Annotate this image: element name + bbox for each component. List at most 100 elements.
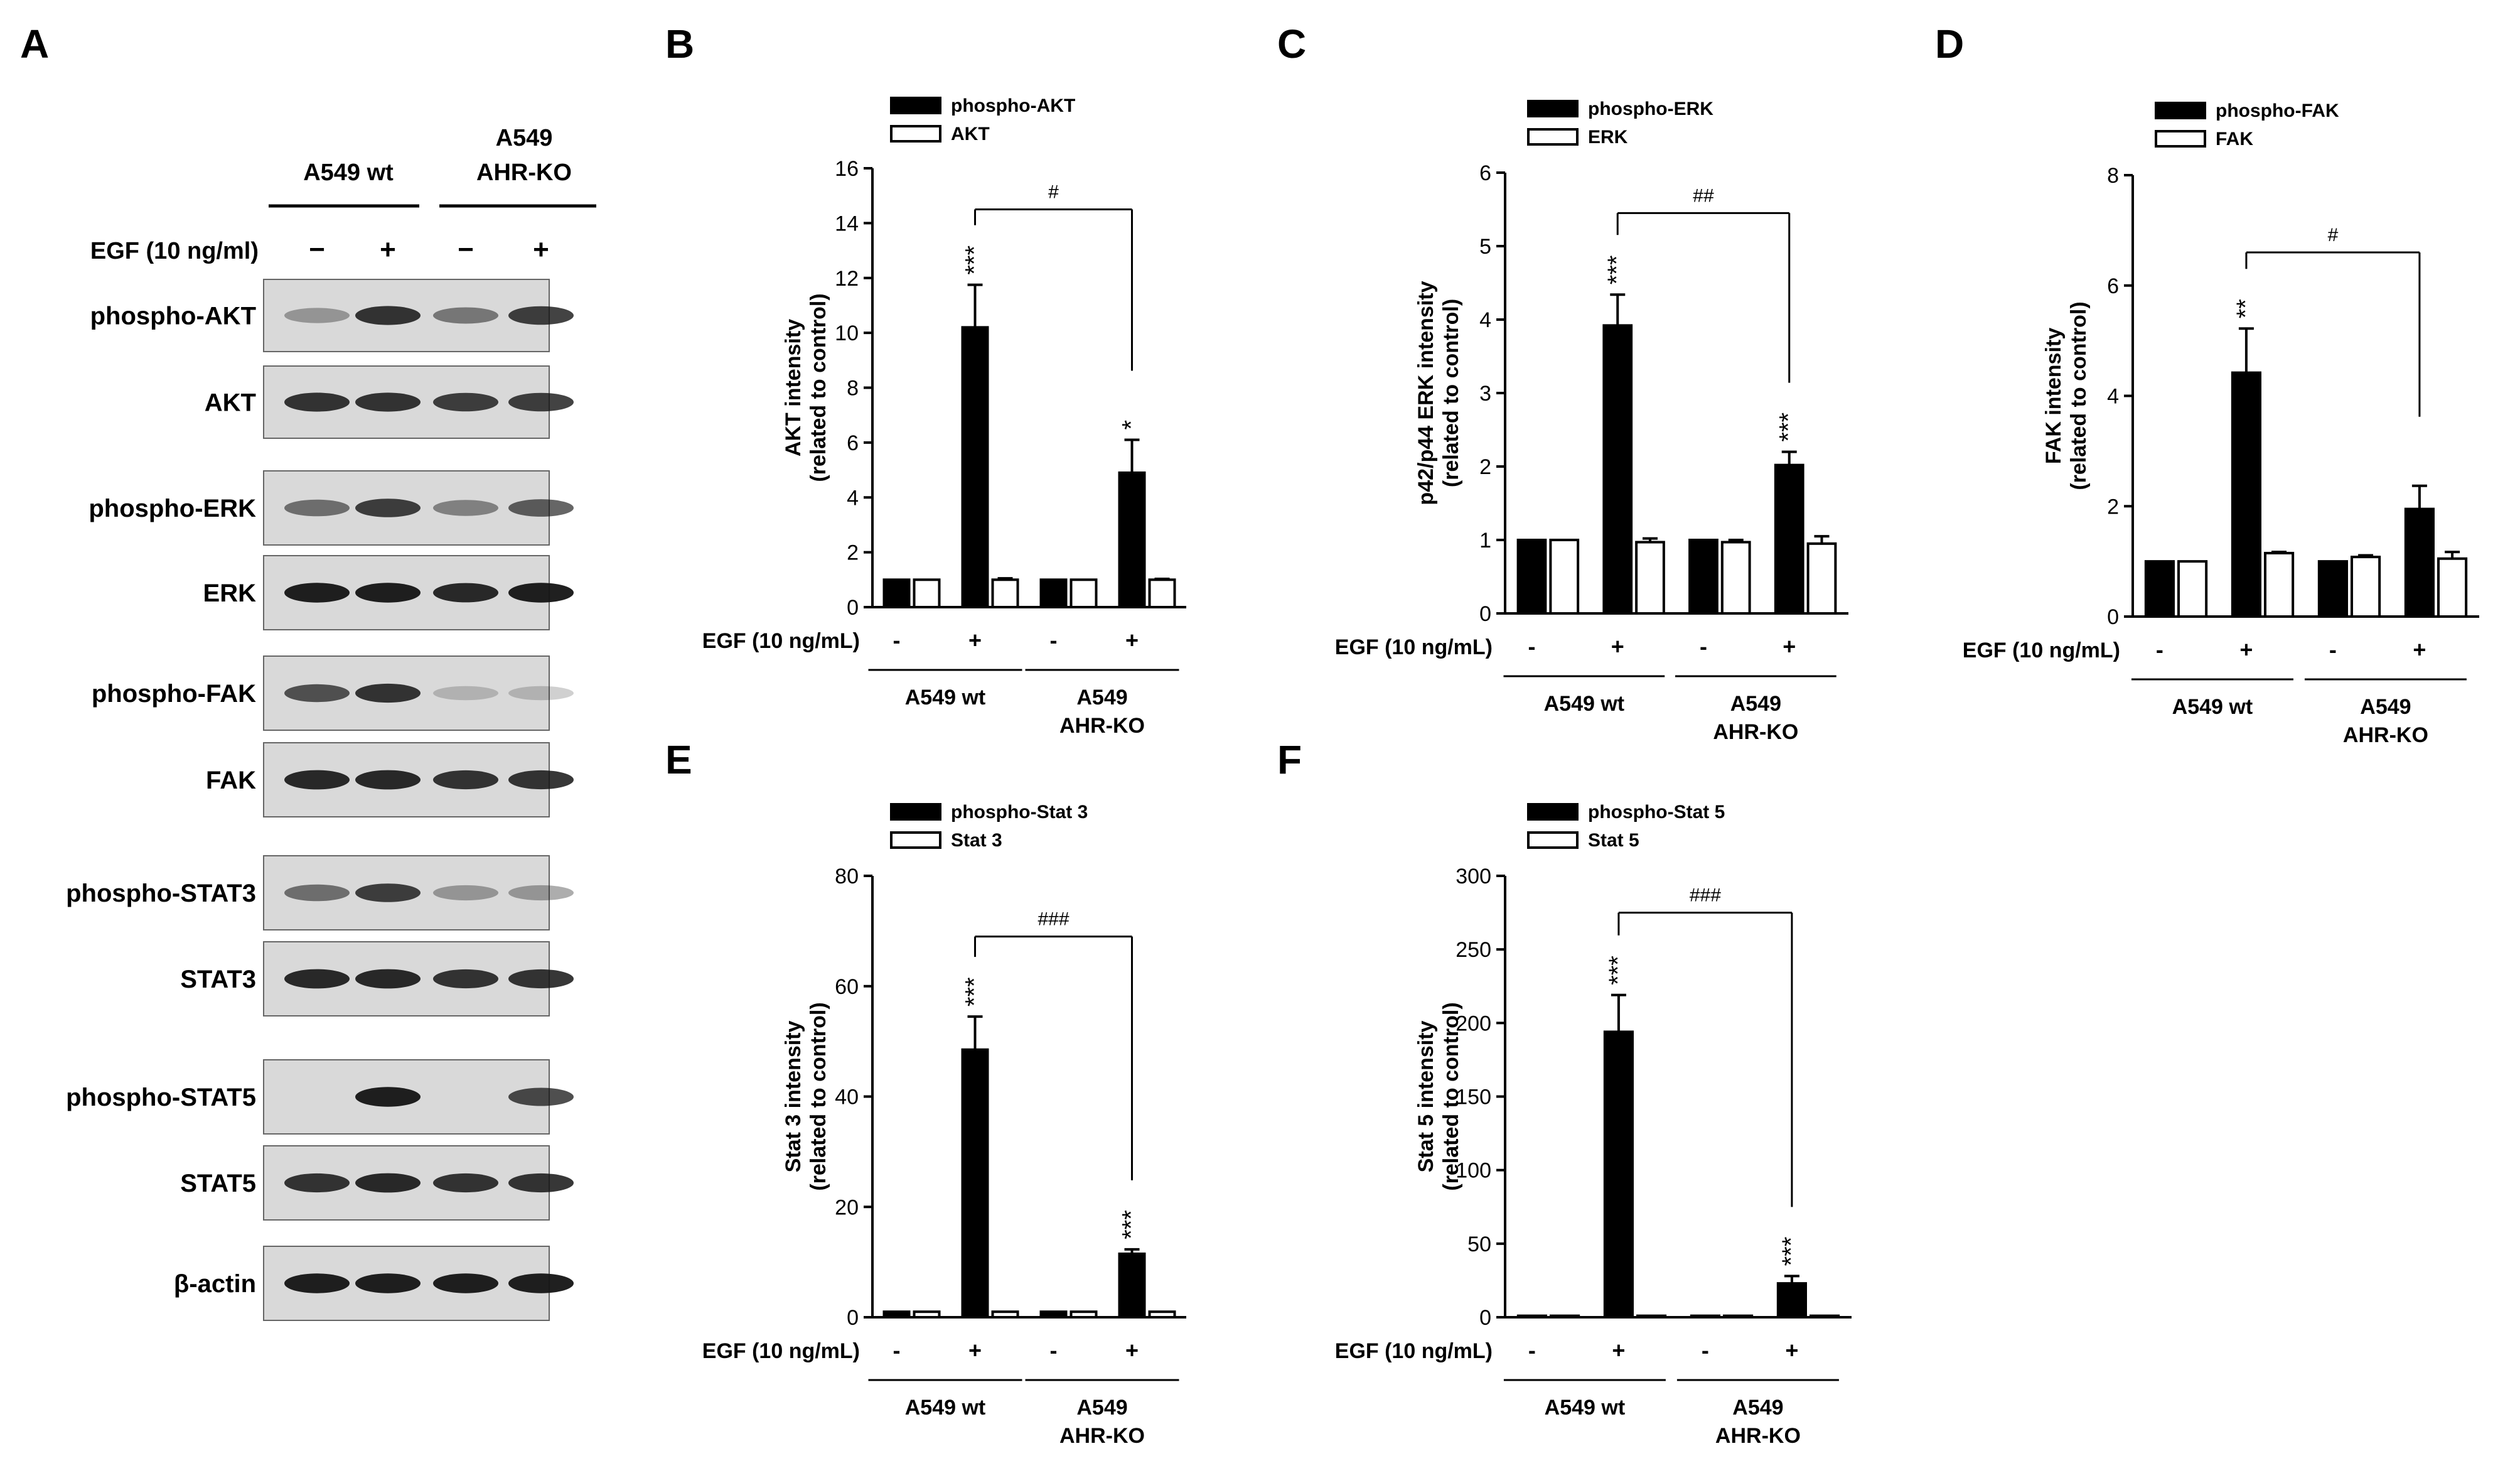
legend-swatch <box>2155 102 2206 119</box>
y-tick-label: 16 <box>835 157 859 181</box>
egf-sign: - <box>2156 637 2163 662</box>
bar <box>913 578 941 608</box>
bar <box>1806 542 1837 615</box>
y-tick-label: 2 <box>2107 495 2119 519</box>
blot-band <box>508 583 574 603</box>
blot-band <box>508 969 574 989</box>
blot-band <box>508 885 574 901</box>
blot-row-label: AKT <box>205 389 256 417</box>
bar <box>2317 560 2349 618</box>
egf-sign: + <box>1783 634 1796 659</box>
bar <box>1774 463 1804 615</box>
blot-row-label: phospho-STAT5 <box>66 1084 256 1111</box>
y-axis-label: AKT intensity <box>781 319 805 456</box>
legend-label: phospho-AKT <box>951 95 1075 116</box>
group-label-ko-line2: AHR-KO <box>476 159 572 186</box>
bracket-label: ### <box>1690 885 1721 906</box>
y-axis-label: Stat 3 intensity <box>781 1020 805 1172</box>
bar <box>1549 539 1580 615</box>
bar <box>1603 1030 1634 1319</box>
legend-label: phospho-Stat 5 <box>1588 802 1725 822</box>
blot-band <box>284 969 350 989</box>
blot-band <box>433 307 498 324</box>
bar <box>961 1048 989 1319</box>
y-tick-label: 20 <box>835 1195 859 1219</box>
blot-band <box>355 392 421 412</box>
legend-label: Stat 3 <box>951 830 1002 851</box>
blot-band <box>355 969 421 989</box>
egf-sign: + <box>380 234 396 265</box>
bar <box>1602 324 1633 615</box>
egf-sign: - <box>1050 1337 1058 1363</box>
y-tick-label: 4 <box>2107 385 2119 409</box>
y-axis-label: p42/p44 ERK intensity <box>1414 281 1438 505</box>
blot-band <box>355 883 421 902</box>
bar <box>1688 539 1718 615</box>
egf-sign: - <box>1050 627 1058 653</box>
legend-label: FAK <box>2216 129 2253 149</box>
significance-mark: * <box>1118 420 1145 430</box>
blot-band <box>284 770 350 790</box>
bar <box>2404 507 2435 618</box>
y-tick-label: 0 <box>2107 605 2119 629</box>
egf-label: EGF (10 ng/mL) <box>702 629 860 653</box>
blot-band <box>355 583 421 603</box>
legend-swatch <box>890 125 941 143</box>
bracket-label: # <box>2328 225 2339 245</box>
group-label: AHR-KO <box>1715 1424 1801 1448</box>
blot-band <box>355 770 421 790</box>
blot-band <box>433 1273 498 1293</box>
group-label-wt: A549 wt <box>303 159 394 186</box>
blot-band <box>355 306 421 325</box>
blot-band <box>284 684 350 703</box>
y-tick-label: 8 <box>2107 164 2119 188</box>
y-axis-label: Stat 5 intensity <box>1414 1020 1438 1172</box>
y-tick-label: 80 <box>835 865 859 888</box>
bar <box>882 1310 911 1319</box>
bar <box>991 578 1019 608</box>
egf-sign: + <box>1612 1337 1625 1363</box>
blot-row-label: phospho-AKT <box>90 303 256 330</box>
y-tick-label: 300 <box>1456 865 1491 888</box>
egf-sign: + <box>2413 637 2426 662</box>
legend-swatch <box>1527 128 1579 146</box>
significance-mark: *** <box>1118 1210 1145 1239</box>
group-label: A549 wt <box>1544 692 1625 716</box>
significance-mark: *** <box>961 977 989 1006</box>
group-label: A549 <box>1732 1396 1783 1420</box>
blot-row-label: phospho-STAT3 <box>66 880 256 907</box>
legend-label: phospho-ERK <box>1588 99 1713 119</box>
y-tick-label: 6 <box>847 431 859 455</box>
panel-letter: B <box>665 21 694 67</box>
significance-mark: *** <box>1775 413 1803 442</box>
bar <box>1776 1282 1808 1319</box>
egf-sign: + <box>2239 637 2253 662</box>
western-blot-panel: A A549 wt A549 AHR-KO EGF (10 ng/ml) − + − + phos… <box>20 21 596 1321</box>
legend-label: phospho-FAK <box>2216 100 2339 121</box>
y-tick-label: 4 <box>1479 308 1491 332</box>
blot-band <box>433 392 498 412</box>
egf-sign: − <box>458 234 474 265</box>
blot-band <box>284 884 350 902</box>
bar <box>2144 560 2175 618</box>
bar <box>1516 1314 1548 1319</box>
group-label: A549 <box>1076 1396 1127 1420</box>
y-tick-label: 60 <box>835 975 859 999</box>
group-label: AHR-KO <box>1059 714 1145 738</box>
bar <box>1810 1314 1840 1319</box>
bar <box>1550 1314 1580 1319</box>
blot-band <box>284 392 350 412</box>
y-tick-label: 1 <box>1479 529 1491 553</box>
bar <box>1690 1314 1721 1319</box>
y-tick-label: 150 <box>1456 1086 1491 1109</box>
blot-band <box>284 1173 350 1193</box>
blot-row-label: phospho-FAK <box>92 680 256 708</box>
blot-band <box>433 686 498 701</box>
bar <box>882 578 911 608</box>
blot-row-label: ERK <box>203 580 257 607</box>
bar <box>2351 556 2381 618</box>
blot-band <box>355 1087 421 1107</box>
